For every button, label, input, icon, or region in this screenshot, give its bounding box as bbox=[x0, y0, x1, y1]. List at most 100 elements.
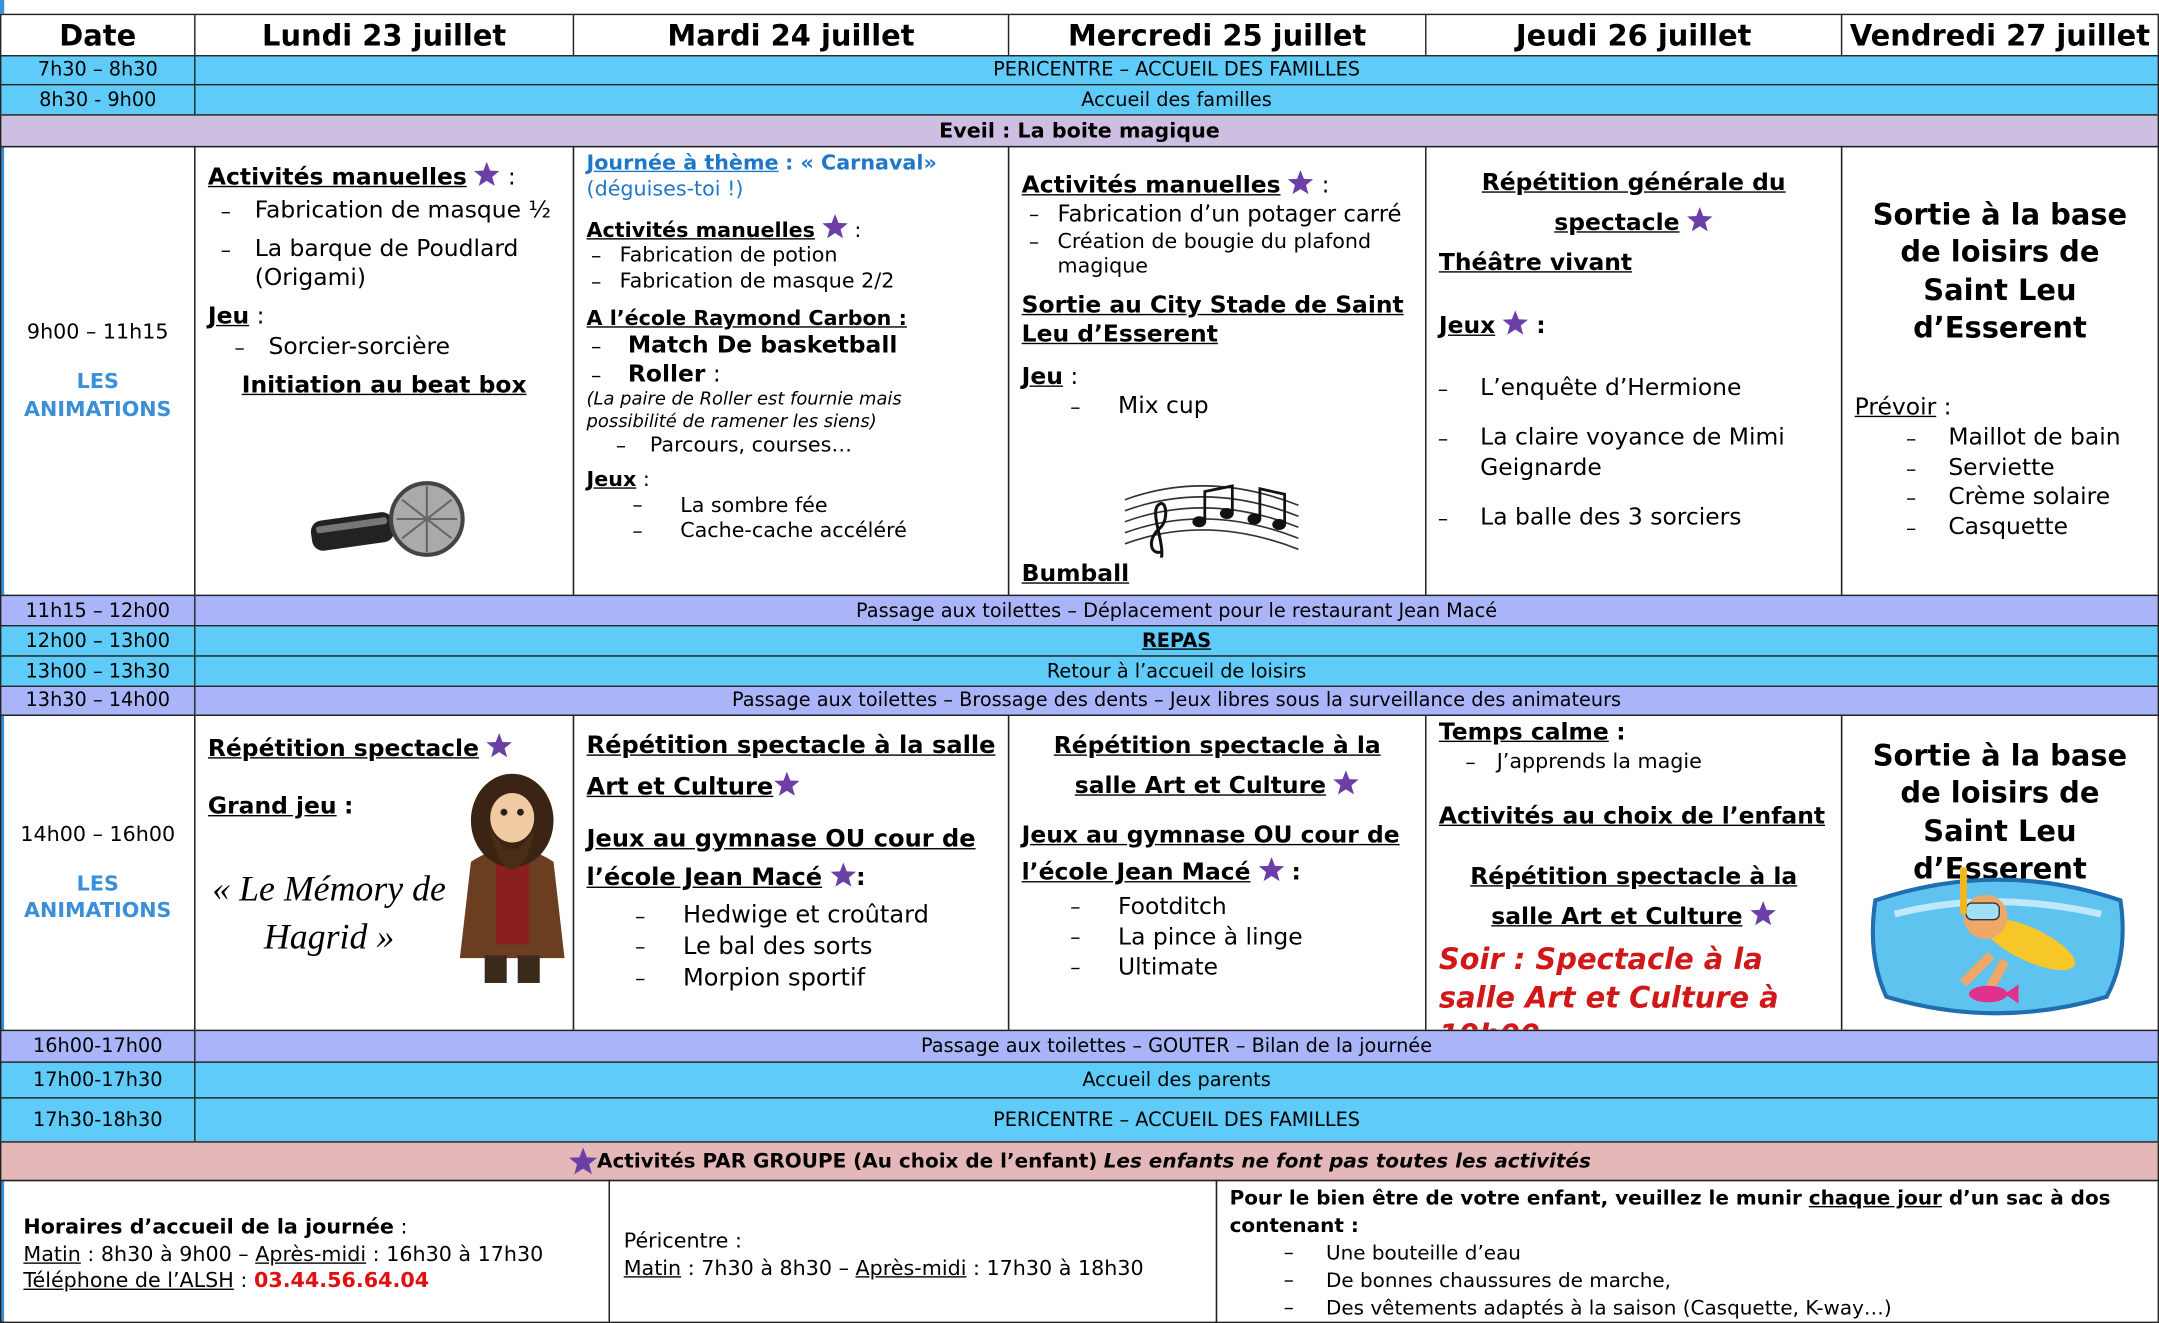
shape bbox=[1247, 513, 1262, 525]
paragraph: Jeu : bbox=[1022, 363, 1413, 392]
star-icon bbox=[486, 732, 513, 759]
list-dash bbox=[1029, 241, 1039, 244]
text: Roller bbox=[627, 360, 706, 388]
text: 17h00-17h30 bbox=[0, 1061, 196, 1099]
text: Activités manuelles bbox=[1021, 172, 1281, 200]
list-dash bbox=[633, 531, 642, 534]
list-item: Match De basketball bbox=[587, 331, 996, 360]
list-dash bbox=[1284, 1308, 1293, 1310]
text: Horaires d’accueil de la journée bbox=[23, 1214, 394, 1240]
shape bbox=[1219, 508, 1234, 520]
list-item: Casquette bbox=[1855, 514, 2146, 544]
table-cell: Activités PAR GROUPE (Au choix de l’enfa… bbox=[0, 1141, 2159, 1182]
text: Retour à l’accueil de loisirs bbox=[194, 655, 2159, 687]
paragraph: Pour le bien être de votre enfant, veuil… bbox=[1230, 1185, 2146, 1240]
text: PERICENTRE – ACCUEIL DES FAMILLES bbox=[194, 55, 2159, 86]
text: Fabrication de masque ½ bbox=[254, 196, 552, 225]
shape bbox=[500, 808, 508, 816]
list-dash bbox=[1029, 215, 1039, 217]
text: Après-midi bbox=[855, 1254, 967, 1280]
text: (La paire de Roller est fournie mais pos… bbox=[586, 389, 902, 432]
paragraph: Grand jeu : bbox=[208, 793, 560, 823]
text: Cache-cache accéléré bbox=[680, 518, 907, 544]
shape bbox=[517, 808, 524, 816]
text: Répétition spectacle à la salle Art et C… bbox=[1053, 732, 1381, 800]
text: : « Carnaval» bbox=[785, 150, 937, 175]
text: Activités manuelles bbox=[586, 216, 815, 242]
text: Hedwige et croûtard bbox=[682, 901, 929, 930]
star-icon bbox=[1686, 206, 1714, 233]
text: Passage aux toilettes – Brossage des den… bbox=[194, 685, 2159, 716]
list-item: Fabrication de potion bbox=[587, 243, 996, 269]
text: Théâtre vivant bbox=[1438, 248, 1633, 277]
text: Matin bbox=[623, 1254, 682, 1280]
table-cell: 9h00 – 11h15 LES ANIMATIONS bbox=[0, 145, 196, 597]
shape bbox=[316, 517, 388, 534]
list-item: La barque de Poudlard (Origami) bbox=[208, 235, 560, 295]
text: Mardi 24 juillet bbox=[572, 13, 1010, 57]
paragraph: Matin : 8h30 à 9h00 – Après-midi : 16h30… bbox=[23, 1241, 586, 1268]
list-item: Cache-cache accéléré bbox=[587, 518, 996, 544]
text: Fabrication d’un potager carré bbox=[1057, 200, 1402, 227]
list-dash bbox=[636, 978, 645, 981]
text: Eveil : La boite magique bbox=[0, 114, 2159, 148]
shape bbox=[495, 861, 529, 945]
paragraph: Activités manuelles : bbox=[586, 212, 996, 243]
list-item: La sombre fée bbox=[587, 492, 996, 518]
text: : bbox=[1321, 172, 1330, 200]
text: Passage aux toilettes – GOUTER – Bilan d… bbox=[194, 1029, 2159, 1063]
text: d’un sac à dos contenant : bbox=[1229, 1188, 2111, 1238]
list-dash bbox=[1438, 518, 1448, 520]
text: La pince à linge bbox=[1118, 924, 1303, 952]
shape bbox=[396, 485, 458, 553]
list-dash bbox=[1907, 499, 1916, 501]
text: Grand jeu bbox=[207, 792, 337, 821]
shape bbox=[2004, 984, 2019, 1004]
text: Sortie à la base de loisirs de Saint Leu… bbox=[1872, 739, 2128, 886]
shape bbox=[1965, 902, 2000, 921]
table-cell: 14h00 – 16h00 LES ANIMATIONS bbox=[0, 714, 196, 1032]
text: Sortie à la base de loisirs de Saint Leu… bbox=[1872, 198, 2128, 345]
text: Téléphone de l’ALSH bbox=[23, 1267, 234, 1293]
text: Serviette bbox=[1948, 453, 2055, 482]
shape bbox=[1870, 877, 2125, 1016]
star-icon bbox=[773, 770, 800, 797]
text: Mix cup bbox=[1118, 391, 1209, 420]
paragraph: Jeux au gymnase OU cour de l’école Jean … bbox=[587, 820, 996, 898]
list-item: Création de bougie du plafond magique bbox=[1022, 228, 1413, 278]
star-icon bbox=[1749, 899, 1777, 926]
text: Date bbox=[0, 13, 196, 57]
list-item: Le bal des sorts bbox=[587, 932, 996, 963]
text: Jeux bbox=[586, 466, 637, 492]
text: 9h00 – 11h15 bbox=[26, 319, 169, 345]
text: Morpion sportif bbox=[682, 964, 866, 993]
text: : 8h30 à 9h00 – bbox=[80, 1241, 256, 1266]
table-cell: Activités manuelles : Fabrication de mas… bbox=[194, 145, 575, 597]
paragraph: Jeu : bbox=[208, 303, 560, 333]
text: Casquette bbox=[1948, 513, 2069, 542]
text: : bbox=[400, 1214, 408, 1240]
text: : bbox=[344, 792, 354, 821]
text: Parcours, courses… bbox=[649, 432, 853, 458]
text: Jeu bbox=[1021, 363, 1063, 391]
list-item: Fabrication de masque ½ bbox=[208, 197, 560, 227]
list-item: La pince à linge bbox=[1022, 923, 1413, 953]
text: Initiation au beat box bbox=[241, 371, 527, 399]
list-dash bbox=[1438, 439, 1448, 441]
text: : bbox=[507, 163, 516, 192]
list-item: Fabrication d’un potager carré bbox=[1022, 201, 1413, 229]
text: : bbox=[1536, 311, 1546, 340]
list-dash bbox=[636, 916, 645, 918]
list-dash bbox=[1284, 1253, 1293, 1255]
text: : bbox=[240, 1267, 248, 1293]
text: Bumball bbox=[1021, 560, 1130, 588]
snorkel-illustration bbox=[1870, 867, 2125, 1016]
text: Après-midi bbox=[255, 1241, 367, 1266]
list-dash bbox=[616, 445, 626, 448]
paragraph: Temps calme : bbox=[1439, 719, 1829, 749]
list-dash bbox=[1907, 439, 1916, 441]
list-dash bbox=[1907, 528, 1916, 531]
music-notes bbox=[1124, 484, 1299, 558]
list-dash bbox=[221, 249, 230, 252]
table-cell: Temps calme : J’apprends la magie Activi… bbox=[1425, 714, 1843, 1032]
